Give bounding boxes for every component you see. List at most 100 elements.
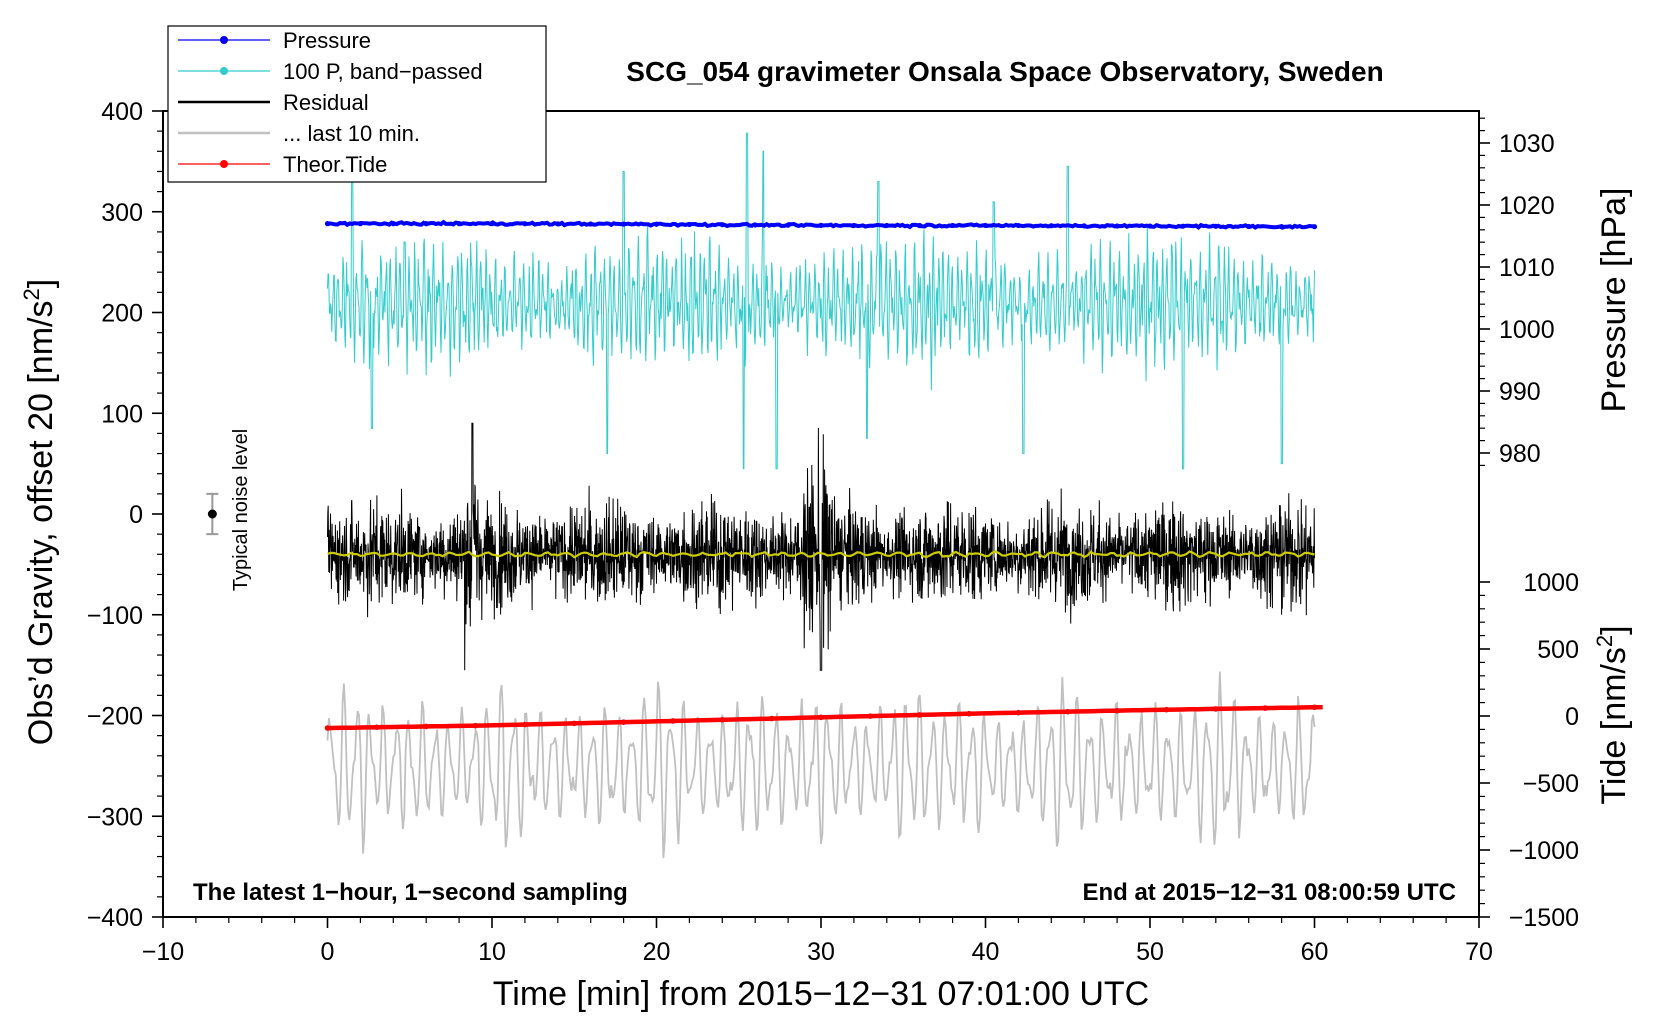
x-tick-label: 40 xyxy=(972,938,1000,966)
axis-ticks: −10 0 10 20 30 40 50 60 70−400−300−200−100010020… xyxy=(87,98,1579,966)
pressure-axis-title: Pressure [hPa] xyxy=(1595,188,1633,413)
tide-point xyxy=(1015,709,1022,716)
pressure-point xyxy=(357,221,363,227)
tide-point xyxy=(1064,708,1071,715)
pressure-point xyxy=(555,221,561,227)
pressure-point xyxy=(522,221,528,227)
tide-point xyxy=(472,722,479,729)
x-tick-label: 10 xyxy=(478,938,506,966)
x-tick-label: 60 xyxy=(1301,938,1329,966)
series-last-10-min xyxy=(326,671,1316,859)
tide-point xyxy=(670,718,676,724)
tide-axis-title-main: Tide [nm/s xyxy=(1595,647,1633,804)
pressure-point xyxy=(1147,223,1153,229)
pressure-point xyxy=(456,221,462,227)
tide-tick-label: −1000 xyxy=(1509,837,1579,865)
pressure-point xyxy=(851,222,857,229)
tide-tick-label: −1500 xyxy=(1509,904,1579,932)
left-tick-label: 200 xyxy=(101,300,143,328)
series-residual xyxy=(327,422,1315,671)
pressure-point xyxy=(785,222,791,228)
plot-area xyxy=(163,111,1479,917)
tide-axis-title: Tide [nm/s2] xyxy=(1592,625,1633,804)
pressure-point xyxy=(588,221,594,227)
pressure-tick-label: 990 xyxy=(1499,378,1541,406)
legend-marker-0 xyxy=(220,36,228,44)
legend-samples xyxy=(178,36,270,168)
pressure-point xyxy=(1114,223,1120,229)
tide-point xyxy=(571,720,578,727)
x-tick-label: −10 xyxy=(142,938,184,966)
annotation-sampling: The latest 1−hour, 1−second sampling xyxy=(193,879,628,906)
tide-point xyxy=(1262,705,1268,711)
tide-tick-label: −500 xyxy=(1523,770,1579,798)
left-tick-label: 100 xyxy=(101,400,143,428)
legend-label-tide: Theor.Tide xyxy=(283,152,387,177)
left-tick-label: 400 xyxy=(101,98,143,126)
tide-point xyxy=(719,716,726,723)
tide-point xyxy=(374,724,380,731)
legend: Pressure 100 P, band−passed Residual ...… xyxy=(167,25,547,183)
left-tick-label: −300 xyxy=(87,803,143,831)
left-axis-title-end: ] xyxy=(22,279,60,288)
pressure-point xyxy=(884,222,890,229)
legend-marker-4 xyxy=(220,160,228,168)
pressure-point xyxy=(818,222,824,229)
pressure-point xyxy=(489,221,495,227)
x-tick-label: 20 xyxy=(643,938,671,966)
tide-point xyxy=(916,712,923,718)
left-tick-label: 300 xyxy=(101,199,143,227)
pressure-point xyxy=(1081,223,1087,229)
pressure-point xyxy=(686,221,693,228)
pressure-point xyxy=(390,221,396,227)
pressure-point xyxy=(1180,223,1186,229)
tide-axis-title-end: ] xyxy=(1595,625,1633,634)
tide-point xyxy=(1213,706,1219,712)
pressure-point xyxy=(1015,222,1022,229)
tide-tick-label: 500 xyxy=(1537,636,1579,664)
x-tick-label: 70 xyxy=(1465,938,1493,966)
pressure-point xyxy=(1311,224,1318,230)
left-axis-title-main: Obs’d Gravity, offset 20 [nm/s xyxy=(22,301,60,746)
x-tick-label: 50 xyxy=(1136,938,1164,966)
noise-marker xyxy=(206,492,219,536)
x-axis-title: Time [min] from 2015−12−31 07:01:00 UTC xyxy=(493,975,1149,1013)
pressure-point xyxy=(653,221,660,227)
pressure-tick-label: 1000 xyxy=(1499,316,1555,344)
left-tick-label: −200 xyxy=(87,703,143,731)
left-tick-label: 0 xyxy=(129,501,143,529)
x-tick-label: 30 xyxy=(807,938,835,966)
tide-axis-title-sup: 2 xyxy=(1592,635,1617,647)
pressure-point xyxy=(752,222,758,228)
legend-box xyxy=(167,25,547,183)
tide-point xyxy=(423,723,430,730)
series-theor-tide xyxy=(327,705,1323,731)
pressure-point xyxy=(950,222,956,229)
tide-point xyxy=(818,714,824,721)
left-axis-title: Obs’d Gravity, offset 20 [nm/s2] xyxy=(19,279,60,745)
pressure-point xyxy=(982,222,989,229)
pressure-tick-label: 1020 xyxy=(1499,192,1555,220)
x-tick-label: 0 xyxy=(321,938,335,966)
pressure-tick-label: 1010 xyxy=(1499,254,1555,282)
pressure-point xyxy=(621,221,627,227)
pressure-point xyxy=(719,222,725,228)
tide-tick-label: 0 xyxy=(1565,703,1579,731)
noise-point xyxy=(207,509,217,519)
left-tick-label: −100 xyxy=(87,602,143,630)
pressure-point xyxy=(324,221,331,227)
tide-point xyxy=(522,721,528,728)
pressure-point xyxy=(1246,223,1252,230)
left-tick-label: −400 xyxy=(87,904,143,932)
series-bandpassed xyxy=(327,132,1315,470)
pressure-point xyxy=(423,221,429,227)
tide-point xyxy=(324,725,331,731)
series-layer xyxy=(324,132,1323,859)
legend-label-residual: Residual xyxy=(283,90,369,115)
tide-point xyxy=(1114,707,1120,714)
chart-title: SCG_054 gravimeter Onsala Space Observat… xyxy=(626,56,1383,87)
tide-point xyxy=(867,713,874,719)
legend-label-last10: ... last 10 min. xyxy=(283,121,420,146)
annotation-end-time: End at 2015−12−31 08:00:59 UTC xyxy=(1082,879,1456,906)
